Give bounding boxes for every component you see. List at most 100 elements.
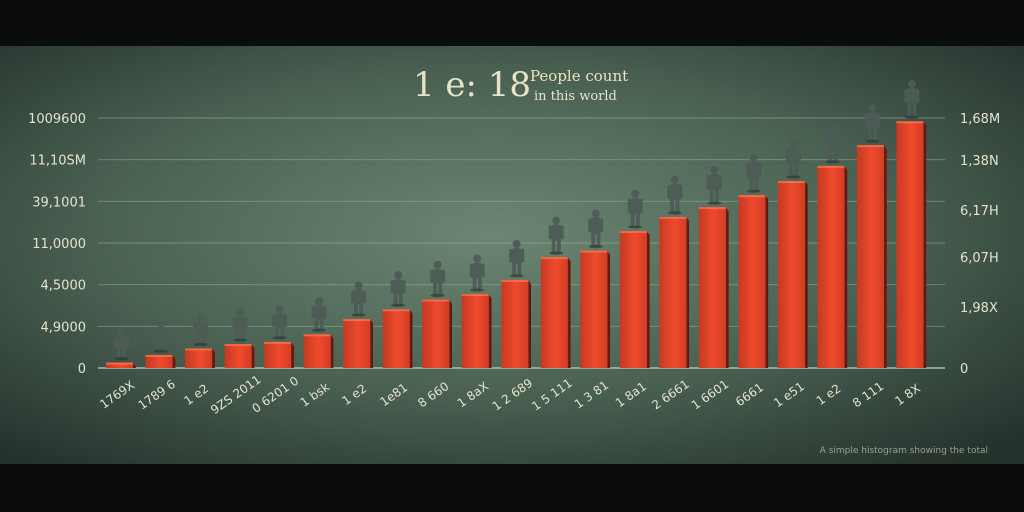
bar-top-highlight: [738, 195, 766, 198]
bar-top-highlight: [461, 294, 489, 297]
bar-top-highlight: [896, 121, 924, 124]
right-axis-ticks: 1,68M 1,38N 6,17H 6,07H 1,98X 0: [960, 112, 1000, 377]
bar-top-highlight: [777, 181, 805, 184]
right-tick-label: 6,07H: [960, 251, 999, 266]
person-figure: [193, 313, 209, 347]
title-number: 1 e: 18: [413, 65, 531, 105]
bar: [343, 319, 371, 368]
bar-top-highlight: [224, 344, 252, 347]
right-tick-label: 1,38N: [960, 154, 999, 169]
bar-top-highlight: [145, 354, 173, 357]
bar-side: [646, 231, 650, 368]
person-figure: [746, 153, 762, 193]
bar-side: [133, 362, 136, 368]
person-figure: [864, 103, 880, 143]
bar-top-highlight: [501, 279, 529, 282]
bar-side: [330, 334, 334, 368]
bar: [817, 165, 845, 368]
right-tick-label: 1,68M: [960, 112, 1000, 127]
bar-side: [212, 348, 215, 368]
bar-side: [923, 121, 927, 369]
person-figure: [232, 308, 248, 342]
bar: [106, 362, 133, 368]
bar-side: [172, 354, 176, 368]
bar: [185, 348, 213, 368]
bar: [659, 216, 687, 368]
bar-top-highlight: [619, 231, 647, 234]
person-figure: [904, 80, 920, 119]
bar: [580, 250, 608, 368]
left-tick-label: 0: [78, 362, 86, 377]
bar-top-highlight: [580, 250, 608, 253]
person-figure: [272, 305, 288, 340]
bar: [303, 334, 331, 368]
left-tick-label: 1009600: [28, 112, 86, 127]
bar-side: [725, 207, 729, 368]
bar-top-highlight: [185, 348, 213, 351]
person-figure: [469, 254, 485, 292]
title-line-1: People count: [530, 67, 628, 85]
bar-side: [488, 294, 492, 368]
bar: [264, 341, 292, 368]
bar: [777, 181, 805, 368]
person-figure: [430, 260, 446, 298]
bar: [619, 231, 647, 368]
bar-side: [449, 299, 452, 368]
people-figures: [114, 80, 920, 361]
bar-side: [251, 344, 255, 368]
bar-top-highlight: [659, 216, 687, 219]
person-figure: [548, 216, 564, 255]
person-figure: [509, 239, 525, 278]
person-figure: [114, 328, 129, 361]
letterbox-top: [0, 0, 1024, 46]
bar-top-highlight: [698, 207, 726, 210]
right-tick-label: 6,17H: [960, 204, 999, 219]
bar: [896, 121, 924, 369]
right-tick-label: 0: [960, 362, 968, 377]
bar: [856, 145, 884, 368]
chart-title: 1 e: 18 People count in this world: [413, 65, 628, 105]
person-figure: [153, 320, 169, 353]
left-tick-label: 11,0000: [32, 237, 86, 252]
bar: [501, 279, 529, 368]
bar-side: [804, 181, 808, 368]
person-figure: [667, 175, 683, 215]
left-tick-label: 39,1001: [32, 195, 86, 210]
person-figure: [351, 281, 367, 317]
bar-side: [528, 279, 532, 368]
bar-side: [567, 257, 571, 368]
bar: [540, 257, 568, 368]
bar: [738, 195, 766, 368]
bar-side: [291, 341, 294, 368]
bar-side: [370, 319, 373, 368]
bar-side: [765, 195, 769, 368]
person-figure: [785, 139, 801, 179]
letterbox-bottom: [0, 464, 1024, 512]
bar: [382, 309, 410, 368]
footnote: A simple histogram showing the total: [820, 446, 988, 456]
right-tick-label: 1,98X: [960, 301, 998, 316]
left-tick-label: 11,10SM: [29, 154, 86, 169]
bar: [224, 344, 252, 368]
person-figure: [390, 271, 406, 307]
bar: [422, 299, 450, 368]
bar-top-highlight: [817, 165, 845, 168]
person-figure: [311, 297, 327, 332]
bar: [145, 354, 173, 368]
bar-top-highlight: [422, 299, 450, 302]
bar-side: [883, 145, 887, 368]
bar-side: [844, 165, 848, 368]
left-tick-label: 4,5000: [41, 279, 87, 294]
bar-top-highlight: [382, 309, 410, 312]
bars: [106, 121, 927, 369]
bar: [461, 294, 489, 368]
bar-top-highlight: [264, 341, 292, 344]
person-figure: [825, 124, 841, 164]
bar-side: [607, 250, 611, 368]
left-axis-ticks: 1009600 11,10SM 39,1001 11,0000 4,5000 4,9000…: [28, 112, 86, 377]
bar-top-highlight: [540, 257, 568, 260]
person-figure: [627, 189, 643, 229]
bar-side: [686, 216, 690, 368]
left-tick-label: 4,9000: [41, 320, 87, 335]
